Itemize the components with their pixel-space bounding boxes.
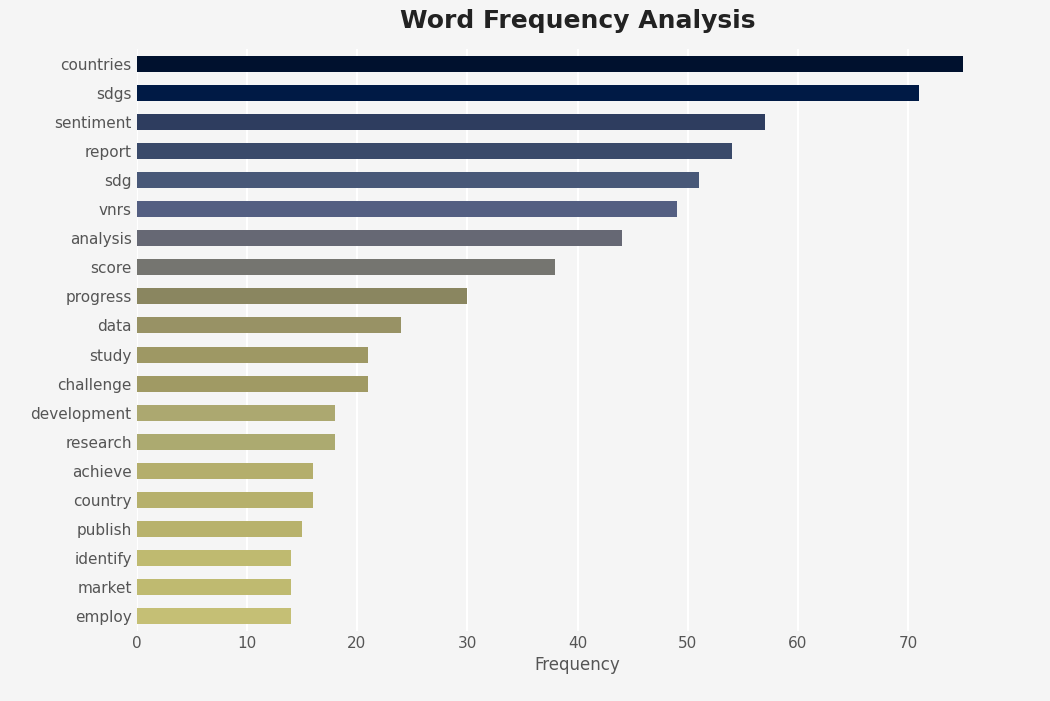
- Title: Word Frequency Analysis: Word Frequency Analysis: [400, 9, 755, 33]
- Bar: [136, 85, 920, 101]
- Bar: [136, 172, 699, 188]
- Bar: [136, 259, 555, 275]
- Bar: [136, 434, 335, 450]
- Bar: [136, 404, 335, 421]
- Bar: [136, 463, 313, 479]
- Bar: [136, 579, 291, 595]
- Bar: [136, 521, 302, 537]
- Bar: [136, 608, 291, 625]
- Bar: [136, 288, 467, 304]
- Bar: [136, 346, 368, 362]
- Bar: [136, 318, 401, 334]
- Bar: [136, 143, 732, 159]
- X-axis label: Frequency: Frequency: [534, 656, 621, 674]
- Bar: [136, 550, 291, 566]
- Bar: [136, 376, 368, 392]
- Bar: [136, 55, 964, 72]
- Bar: [136, 230, 622, 246]
- Bar: [136, 492, 313, 508]
- Bar: [136, 201, 677, 217]
- Bar: [136, 114, 764, 130]
